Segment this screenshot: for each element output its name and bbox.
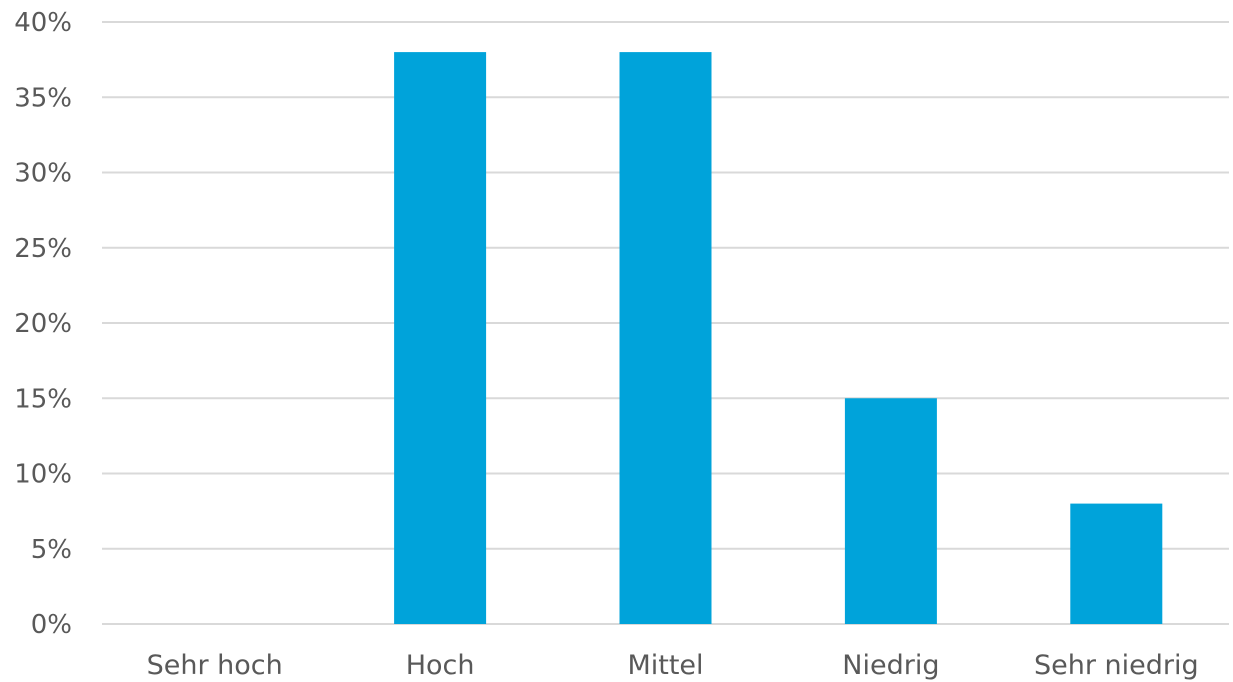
y-axis-tick-labels: 0% 5% 10% 15% 20% 25% 30% 35% 40% — [14, 8, 72, 640]
y-tick-label: 15% — [14, 384, 72, 414]
y-tick-label: 10% — [14, 460, 72, 490]
bar-mittel — [619, 52, 712, 625]
y-tick-label: 5% — [31, 535, 72, 565]
x-tick-label: Sehr hoch — [147, 650, 283, 681]
x-tick-label: Niedrig — [842, 650, 939, 681]
x-tick-label: Sehr niedrig — [1034, 650, 1199, 681]
bar-hoch — [394, 52, 487, 625]
x-tick-label: Mittel — [627, 650, 703, 681]
bars — [394, 52, 1163, 625]
y-tick-label: 40% — [14, 8, 72, 38]
y-tick-label: 35% — [14, 83, 72, 113]
x-axis-tick-labels: Sehr hoch Hoch Mittel Niedrig Sehr niedrig — [147, 650, 1199, 681]
bar-sehr-niedrig — [1070, 503, 1163, 624]
x-tick-label: Hoch — [406, 650, 475, 681]
bar-niedrig — [844, 398, 937, 624]
y-tick-label: 0% — [31, 610, 72, 640]
y-tick-label: 20% — [14, 309, 72, 339]
y-tick-label: 30% — [14, 159, 72, 189]
y-tick-label: 25% — [14, 234, 72, 264]
